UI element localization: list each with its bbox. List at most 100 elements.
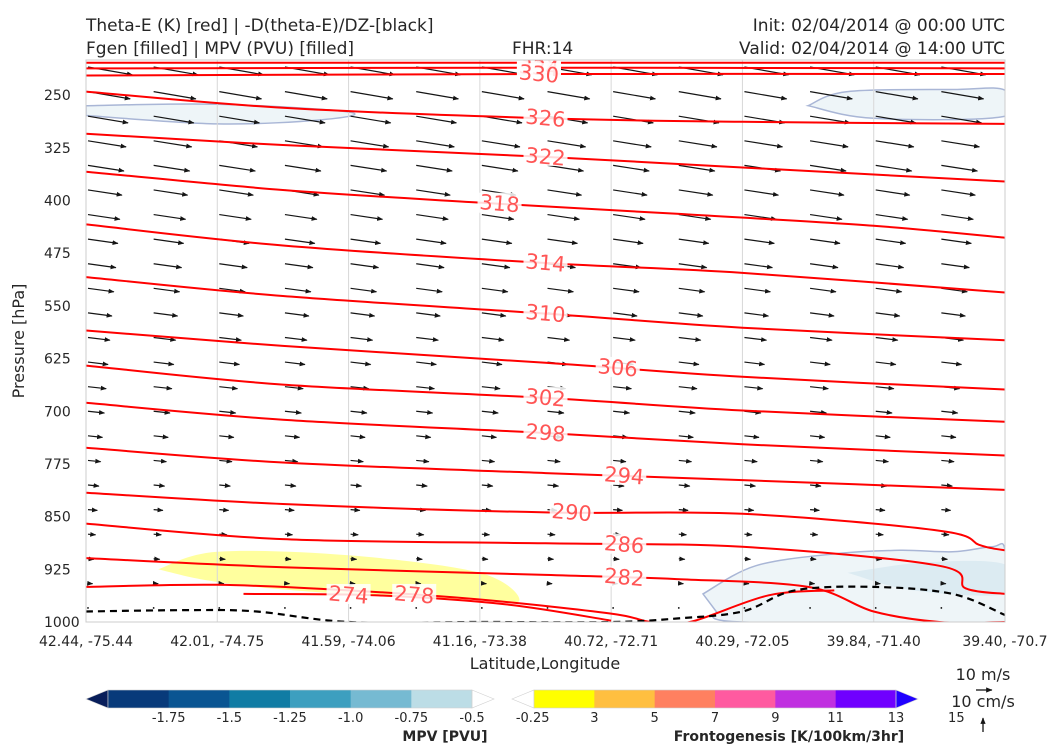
frontogenesis-colorbar: 3 5 7 9 11 13 15 xyxy=(511,689,965,726)
theta-e-label: 290 xyxy=(551,499,593,526)
wind-vector xyxy=(547,556,555,562)
dashed-contour-line xyxy=(86,585,1005,622)
wind-vector xyxy=(350,531,359,537)
wind-vector xyxy=(481,336,505,342)
wind-vector xyxy=(153,115,195,125)
wind-vector xyxy=(875,115,917,125)
colorbar-segment xyxy=(108,690,170,708)
wind-vector xyxy=(284,434,301,440)
wind-vector xyxy=(744,287,771,294)
wind-vector xyxy=(744,312,769,318)
wind-vector xyxy=(810,556,817,562)
wind-vector xyxy=(350,213,384,221)
init-time: Init: 02/04/2014 @ 00:00 UTC xyxy=(753,16,1005,36)
wind-vector xyxy=(416,189,451,197)
wind-vector xyxy=(284,556,292,562)
contour-label-bg xyxy=(392,583,437,604)
wind-vector xyxy=(1007,239,1037,243)
theta-e-labels: 3383343303263223183143103063022982942902… xyxy=(326,60,647,609)
wind-vector xyxy=(350,361,372,367)
wind-vector xyxy=(875,189,911,197)
wind-vector xyxy=(153,385,173,391)
wind-vector xyxy=(153,312,179,318)
title-line-2: Fgen [filled] | MPV (PVU) [filled] xyxy=(86,39,354,59)
wind-vector xyxy=(678,287,706,294)
wind-vector xyxy=(547,531,556,537)
wind-vector xyxy=(678,140,718,149)
wind-vector xyxy=(284,531,294,537)
wind-vector xyxy=(219,263,248,270)
wind-vector-calm xyxy=(284,607,286,609)
wind-vector xyxy=(1007,92,1049,99)
wind-vector xyxy=(810,531,819,537)
wind-vector xyxy=(809,312,835,318)
wind-vector-calm xyxy=(152,607,155,609)
wind-vector xyxy=(219,507,230,513)
wind-vector xyxy=(153,238,185,246)
theta-e-contour xyxy=(86,491,1005,552)
wind-vector xyxy=(810,458,824,464)
y-tick-label: 400 xyxy=(44,194,71,210)
wind-vector xyxy=(284,263,314,270)
wind-vector xyxy=(744,361,766,367)
y-tick-label: 325 xyxy=(44,141,71,157)
theta-e-contour xyxy=(86,557,1005,622)
colorbar-segment xyxy=(654,690,716,708)
y-tick-label: 925 xyxy=(44,562,71,578)
wind-vector xyxy=(941,115,983,125)
x-tick-label: 41.59, -74.06 xyxy=(302,634,396,650)
wind-vector xyxy=(87,238,119,246)
wind-vector xyxy=(87,140,127,149)
wind-vector-calm xyxy=(349,607,352,609)
wind-vector xyxy=(416,556,423,562)
wind-vector xyxy=(613,238,644,246)
wind-vector xyxy=(153,507,164,513)
wind-vector xyxy=(219,115,260,125)
wind-key-label-top: 10 m/s xyxy=(956,665,1011,684)
wind-vector xyxy=(153,336,177,342)
wind-vector xyxy=(810,410,827,415)
wind-vector xyxy=(153,213,187,221)
colorbar-tick-label: -1.75 xyxy=(152,711,186,726)
x-tick-label: 39.84, -71.40 xyxy=(827,634,921,650)
wind-vector xyxy=(941,238,972,246)
wind-vector xyxy=(350,238,382,246)
wind-vector xyxy=(416,336,439,342)
theta-e-label: 306 xyxy=(597,354,639,381)
wind-vector xyxy=(416,312,441,318)
colorbar-segment xyxy=(775,690,837,708)
colorbar-tick-label: -1.5 xyxy=(217,711,242,726)
colorbar-tick-label: 7 xyxy=(711,711,719,726)
colorbar-tick-label: 5 xyxy=(651,711,659,726)
wind-vector xyxy=(613,385,632,391)
wind-vector xyxy=(613,213,646,221)
wind-vector xyxy=(416,434,432,440)
mpv-colorbar: -1.75 -1.5 -1.25 -1.0 -0.75 -0.5 -0.25 xyxy=(85,689,549,726)
wind-vector xyxy=(613,507,623,513)
wind-vector xyxy=(809,164,847,173)
colorbar-tick-label: -1.0 xyxy=(338,711,363,726)
contour-label-bg xyxy=(523,386,568,407)
contour-label-bg xyxy=(602,566,647,587)
contour-label-bg xyxy=(523,107,568,128)
wind-vector xyxy=(678,263,708,270)
wind-vector xyxy=(547,336,571,342)
wind-vector xyxy=(1007,116,1047,123)
y-axis-ticks: 250 325 400 475 550 625 700 775 850 925 1000 xyxy=(44,88,80,631)
wind-vector-calm xyxy=(940,607,943,609)
wind-vector xyxy=(941,434,957,440)
wind-vector xyxy=(941,361,963,367)
wind-vector xyxy=(219,287,246,294)
y-tick-label: 250 xyxy=(44,88,71,104)
x-tick-label: 42.44, -75.44 xyxy=(39,634,133,650)
wind-vector xyxy=(416,263,445,270)
wind-vector xyxy=(284,91,328,101)
wind-vector xyxy=(678,507,689,513)
wind-vector xyxy=(350,115,392,125)
wind-vector xyxy=(481,312,507,318)
wind-vector xyxy=(481,458,496,464)
contour-label-bg xyxy=(595,356,640,377)
wind-vector xyxy=(875,140,915,149)
wind-vector xyxy=(678,385,698,391)
